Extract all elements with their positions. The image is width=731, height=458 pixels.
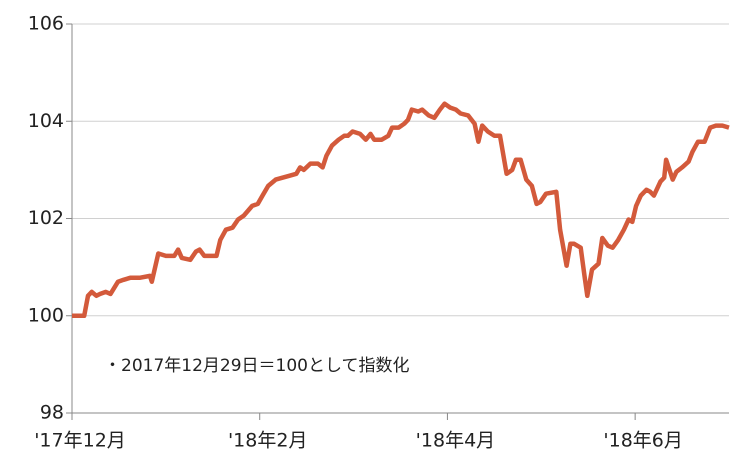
y-tick-label: 98 [40, 402, 64, 424]
y-tick-label: 104 [28, 110, 64, 132]
x-tick-label: '18年4月 [416, 430, 496, 452]
x-tick-label: '17年12月 [34, 430, 126, 452]
y-tick-label: 106 [28, 13, 64, 35]
y-tick-label: 102 [28, 207, 64, 229]
y-tick-label: 100 [28, 304, 64, 326]
annotation: ・2017年12月29日＝100として指数化 [104, 356, 409, 376]
x-tick-label: '18年6月 [603, 430, 683, 452]
x-tick-label: '18年2月 [228, 430, 308, 452]
line-series [72, 101, 730, 319]
